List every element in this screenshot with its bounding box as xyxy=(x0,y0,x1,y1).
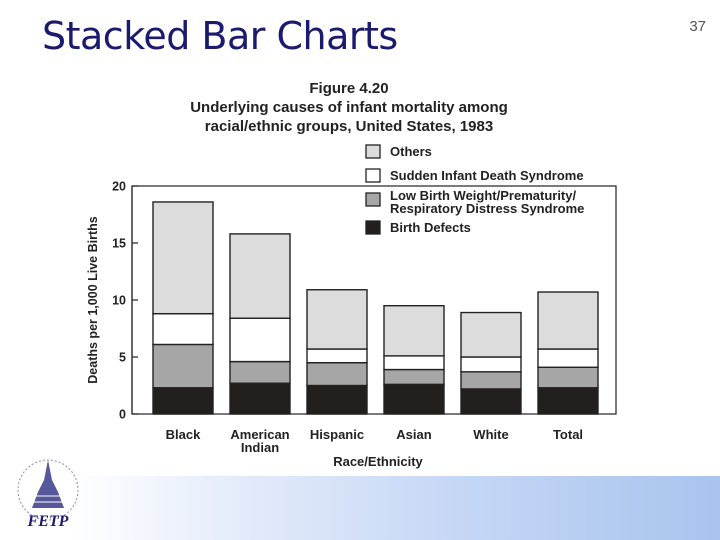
bar-segment-birth_defects xyxy=(306,384,368,415)
chart-subtitle-line-1: Underlying causes of infant mortality am… xyxy=(190,99,508,116)
bar-segment-lbw xyxy=(306,362,368,387)
bar-segment-sids xyxy=(460,356,522,373)
logo-text: FETP xyxy=(27,513,69,530)
bar-segment-others xyxy=(306,289,368,350)
x-tick-label: White xyxy=(473,427,508,442)
y-tick-label: 5 xyxy=(119,351,126,365)
bar-segment-others xyxy=(537,291,599,350)
legend: Others Sudden Infant Death Syndrome Low Bi… xyxy=(365,144,584,235)
bar-stack-asian xyxy=(383,305,445,415)
bar-stack-hispanic xyxy=(306,289,368,415)
y-tick-label: 0 xyxy=(119,408,126,422)
slide-number: 37 xyxy=(689,18,706,35)
bar-segment-sids xyxy=(537,348,599,368)
legend-label-sids: Sudden Infant Death Syndrome xyxy=(390,168,584,183)
bar-segment-others xyxy=(229,233,291,319)
chart-subtitle-line-2: racial/ethnic groups, United States, 198… xyxy=(205,118,493,135)
legend-label-others: Others xyxy=(390,144,432,159)
bar-segment-sids xyxy=(383,355,445,371)
legend-label-birth_defects: Birth Defects xyxy=(390,220,471,235)
y-tick-label: 10 xyxy=(112,294,126,308)
bar-segment-others xyxy=(460,311,522,358)
bar-segment-sids xyxy=(306,348,368,364)
legend-swatch-lbw xyxy=(365,192,381,207)
bar-stack-american-indian xyxy=(229,233,291,415)
fetp-logo-icon: FETP xyxy=(17,459,79,530)
y-axis: 0 5 10 15 20 xyxy=(112,180,138,422)
x-tick-label: Total xyxy=(553,427,583,442)
slide-title: Stacked Bar Charts xyxy=(42,14,398,58)
x-axis-tick-labels: Black American Indian Hispanic Asian White Tot… xyxy=(166,427,583,455)
bar-stack-total xyxy=(537,291,599,415)
bar-segment-birth_defects xyxy=(152,387,214,415)
y-axis-label: Deaths per 1,000 Live Births xyxy=(86,216,100,383)
bar-stack-white xyxy=(460,311,522,415)
legend-swatch-others xyxy=(365,144,381,159)
bar-segment-lbw xyxy=(383,368,445,386)
bar-segment-lbw xyxy=(152,343,214,389)
bar-stack-black xyxy=(152,201,214,415)
legend-label-lbw: Low Birth Weight/Prematurity/Respiratory… xyxy=(390,188,584,216)
y-tick-label: 15 xyxy=(112,237,126,251)
x-tick-label: Hispanic xyxy=(310,427,364,442)
bar-segment-sids xyxy=(229,317,291,363)
x-tick-label: Asian xyxy=(396,427,431,442)
bar-segment-lbw xyxy=(460,371,522,390)
x-tick-label: Black xyxy=(166,427,201,442)
chart-title: Figure 4.20 xyxy=(309,80,388,97)
bars xyxy=(152,201,599,415)
bar-segment-sids xyxy=(152,312,214,346)
bar-segment-lbw xyxy=(537,366,599,389)
legend-swatch-sids xyxy=(365,168,381,183)
x-axis-label: Race/Ethnicity xyxy=(333,454,423,469)
x-tick-label: American Indian xyxy=(230,427,289,455)
footer-band xyxy=(0,476,720,540)
legend-swatch-birth_defects xyxy=(365,220,381,235)
bar-segment-birth_defects xyxy=(383,383,445,415)
plot-frame xyxy=(131,185,617,415)
bar-segment-birth_defects xyxy=(229,382,291,415)
bar-segment-birth_defects xyxy=(460,388,522,415)
bar-segment-lbw xyxy=(229,360,291,384)
bar-segment-birth_defects xyxy=(537,387,599,415)
bar-segment-others xyxy=(383,305,445,357)
bar-segment-others xyxy=(152,201,214,315)
y-tick-label: 20 xyxy=(112,180,126,194)
